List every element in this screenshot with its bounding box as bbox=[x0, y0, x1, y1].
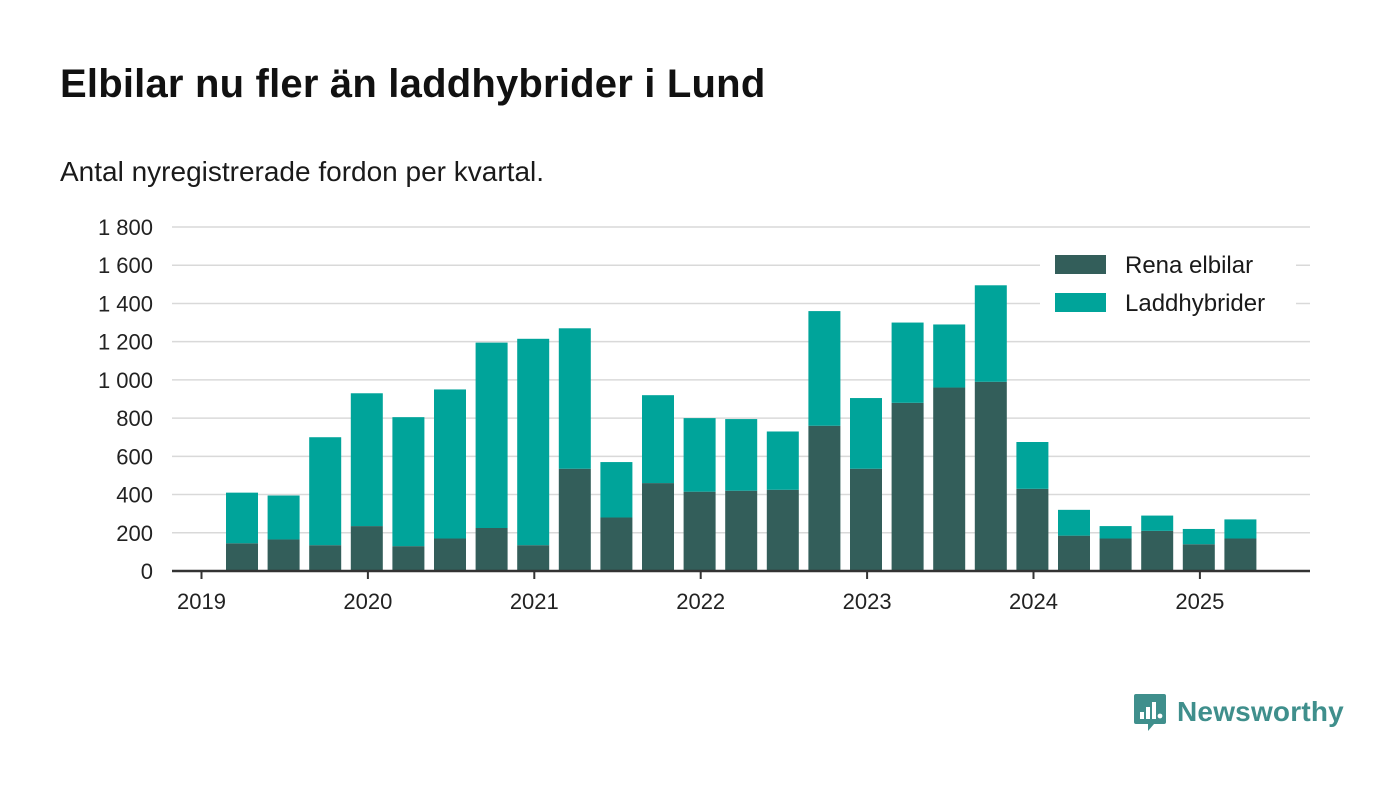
y-tick-label: 1 400 bbox=[98, 291, 153, 316]
brand-name: Newsworthy bbox=[1177, 696, 1344, 727]
chart-subtitle: Antal nyregistrerade fordon per kvartal. bbox=[60, 156, 545, 187]
bar-laddhybrider bbox=[891, 322, 924, 403]
bar-laddhybrider bbox=[475, 342, 508, 528]
bar-rena-elbilar bbox=[808, 425, 841, 571]
bar-rena-elbilar bbox=[517, 545, 550, 571]
bar-rena-elbilar bbox=[1141, 530, 1174, 571]
x-tick-label: 2025 bbox=[1175, 589, 1224, 614]
bar-rena-elbilar bbox=[683, 491, 716, 571]
bar-laddhybrider bbox=[226, 492, 258, 544]
bar-laddhybrider bbox=[267, 495, 300, 540]
bar-laddhybrider bbox=[766, 431, 799, 490]
y-tick-label: 600 bbox=[116, 444, 153, 469]
bar-rena-elbilar bbox=[725, 490, 758, 571]
bar-laddhybrider bbox=[434, 389, 466, 539]
bar-laddhybrider bbox=[1141, 515, 1174, 531]
axes: 0 200 400 600 800 1 000 1 200 1 400 1 600 1 800 20… bbox=[98, 215, 1310, 614]
x-tick-label: 2019 bbox=[177, 589, 226, 614]
bar-laddhybrider bbox=[558, 328, 591, 469]
bar-rena-elbilar bbox=[891, 402, 924, 571]
bar-rena-elbilar bbox=[1099, 538, 1132, 571]
bar-rena-elbilar bbox=[766, 489, 799, 571]
y-tick-label: 1 000 bbox=[98, 368, 153, 393]
bar-laddhybrider bbox=[725, 419, 758, 491]
bar-laddhybrider bbox=[600, 462, 633, 518]
legend-label: Laddhybrider bbox=[1125, 290, 1265, 317]
bar-rena-elbilar bbox=[1182, 544, 1215, 571]
bar-rena-elbilar bbox=[1016, 488, 1049, 571]
bar-rena-elbilar bbox=[558, 468, 591, 571]
bar-laddhybrider bbox=[309, 437, 342, 546]
legend-label: Rena elbilar bbox=[1125, 252, 1253, 279]
bar-laddhybrider bbox=[392, 417, 425, 547]
y-tick-label: 400 bbox=[116, 483, 153, 508]
y-tick-label: 800 bbox=[116, 406, 153, 431]
y-tick-label: 200 bbox=[116, 521, 153, 546]
bar-rena-elbilar bbox=[392, 546, 425, 571]
bar-rena-elbilar bbox=[267, 539, 300, 571]
x-tick-label: 2022 bbox=[676, 589, 725, 614]
bar-rena-elbilar bbox=[309, 545, 342, 571]
x-tick-label: 2024 bbox=[1009, 589, 1058, 614]
legend: Rena elbilar Laddhybrider bbox=[1040, 244, 1296, 328]
bar-rena-elbilar bbox=[850, 468, 882, 571]
bars bbox=[226, 285, 1257, 571]
y-tick-label: 1 800 bbox=[98, 215, 153, 240]
bar-rena-elbilar bbox=[642, 483, 674, 571]
bar-laddhybrider bbox=[517, 338, 550, 546]
bar-rena-elbilar bbox=[600, 517, 633, 571]
y-tick-label: 0 bbox=[141, 559, 153, 584]
x-tick-label: 2023 bbox=[843, 589, 892, 614]
bar-rena-elbilar bbox=[226, 543, 258, 571]
bar-laddhybrider bbox=[850, 398, 882, 469]
bar-laddhybrider bbox=[350, 393, 383, 527]
bar-laddhybrider bbox=[974, 285, 1007, 382]
bar-laddhybrider bbox=[1182, 528, 1215, 545]
bar-rena-elbilar bbox=[475, 528, 508, 571]
bar-laddhybrider bbox=[1016, 442, 1049, 489]
bar-rena-elbilar bbox=[974, 381, 1007, 571]
bar-laddhybrider bbox=[1224, 519, 1257, 539]
bar-rena-elbilar bbox=[1058, 535, 1090, 571]
newsworthy-logo: Newsworthy bbox=[1133, 692, 1344, 732]
legend-swatch bbox=[1055, 293, 1106, 312]
x-tick-label: 2021 bbox=[510, 589, 559, 614]
bar-laddhybrider bbox=[1099, 526, 1132, 539]
bar-rena-elbilar bbox=[1224, 538, 1257, 571]
bar-rena-elbilar bbox=[350, 526, 383, 571]
bar-laddhybrider bbox=[933, 324, 966, 388]
bar-laddhybrider bbox=[642, 395, 674, 484]
bar-laddhybrider bbox=[1058, 509, 1090, 536]
y-tick-label: 1 200 bbox=[98, 330, 153, 355]
legend-swatch bbox=[1055, 255, 1106, 274]
y-tick-label: 1 600 bbox=[98, 253, 153, 278]
x-tick-label: 2020 bbox=[343, 589, 392, 614]
bar-laddhybrider bbox=[683, 418, 716, 492]
bar-rena-elbilar bbox=[933, 387, 966, 571]
bar-rena-elbilar bbox=[434, 538, 466, 571]
newsworthy-logo-icon bbox=[1134, 694, 1166, 731]
bar-laddhybrider bbox=[808, 311, 841, 426]
chart-title: Elbilar nu fler än laddhybrider i Lund bbox=[60, 62, 766, 106]
